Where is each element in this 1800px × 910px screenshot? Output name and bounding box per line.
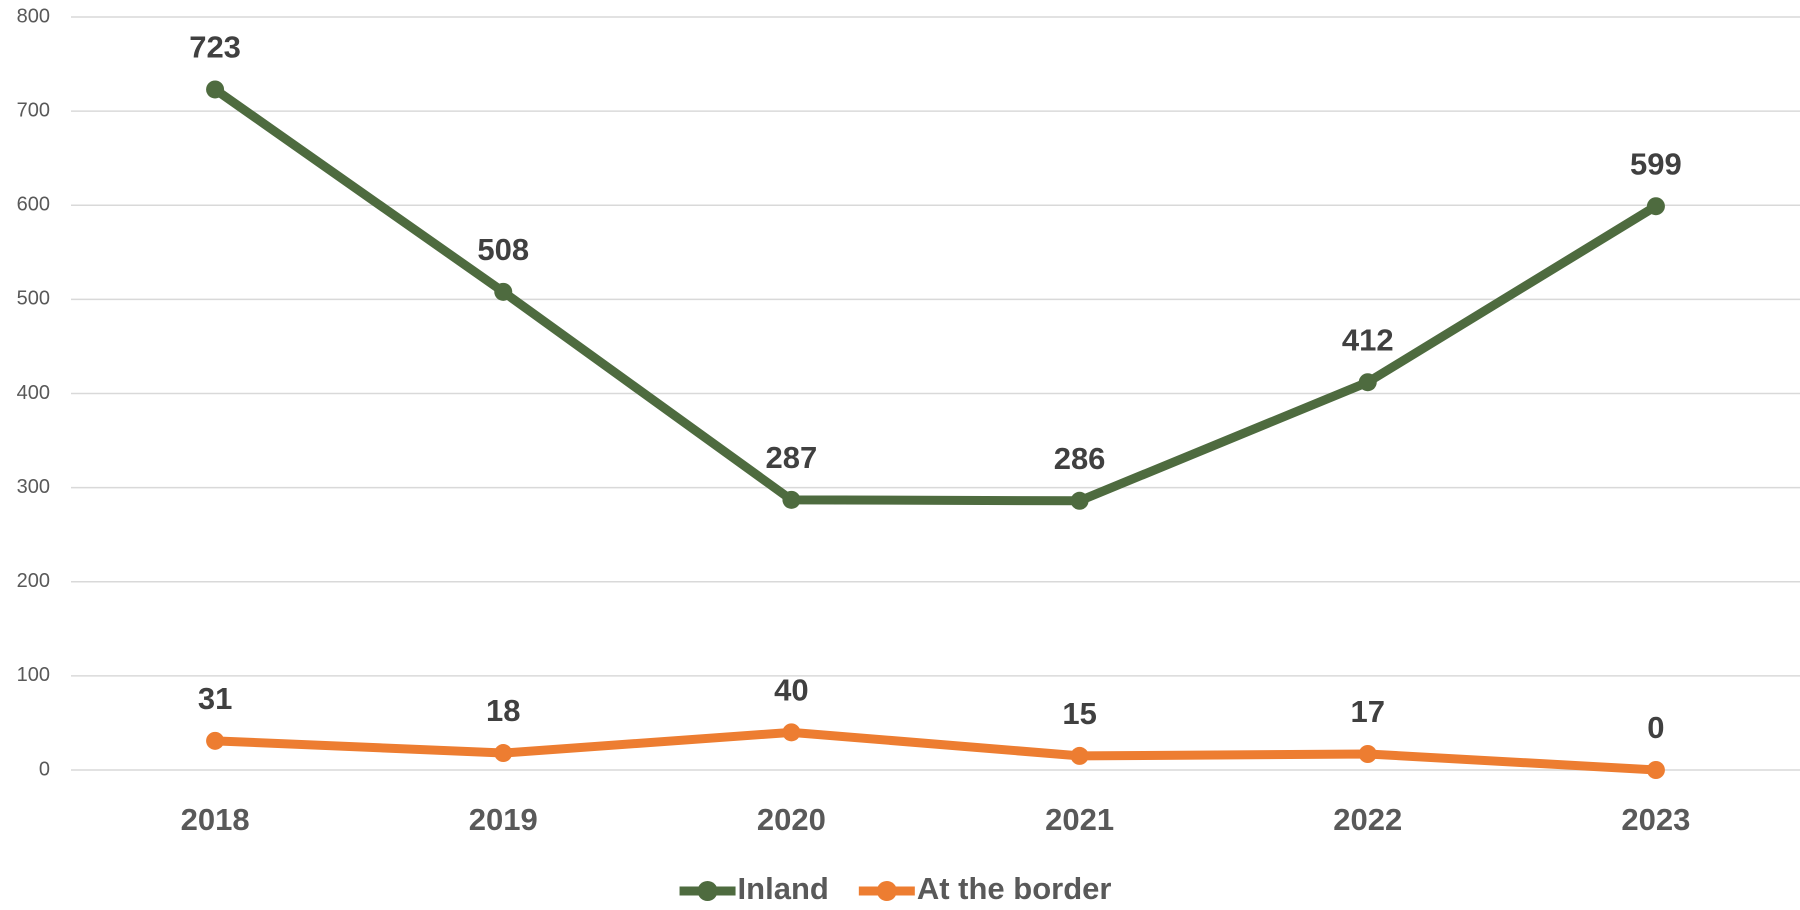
data-label: 40 — [774, 673, 808, 708]
data-point — [1358, 744, 1377, 763]
data-point — [1070, 491, 1089, 510]
y-tick-label: 0 — [39, 758, 50, 780]
x-tick-label: 2019 — [469, 802, 538, 837]
data-label: 286 — [1054, 441, 1106, 476]
x-tick-label: 2020 — [757, 802, 826, 837]
legend-marker — [697, 881, 718, 901]
data-label: 723 — [189, 30, 241, 65]
y-tick-label: 600 — [17, 194, 50, 216]
data-label: 31 — [198, 681, 232, 716]
legend-item: At the border — [858, 871, 1112, 906]
legend-label: At the border — [917, 871, 1112, 906]
legend-item: Inland — [679, 871, 829, 906]
legend-marker — [876, 881, 897, 901]
x-tick-label: 2021 — [1045, 802, 1114, 837]
data-label: 17 — [1351, 694, 1385, 729]
y-tick-label: 500 — [17, 288, 50, 310]
data-point — [1646, 197, 1665, 216]
data-point — [1070, 746, 1089, 765]
y-tick-label: 100 — [17, 664, 50, 686]
data-point — [782, 723, 801, 742]
data-label: 15 — [1062, 696, 1096, 731]
data-label: 508 — [477, 232, 529, 267]
x-tick-label: 2022 — [1333, 802, 1402, 837]
y-tick-label: 300 — [17, 476, 50, 498]
series-line — [214, 727, 1657, 775]
data-point — [206, 80, 225, 99]
series-line — [212, 85, 1659, 506]
legend-label: Inland — [738, 871, 829, 906]
y-tick-label: 800 — [17, 5, 50, 27]
data-label: 18 — [486, 693, 520, 728]
data-label: 599 — [1630, 146, 1682, 181]
data-label: 287 — [766, 440, 818, 475]
data-point — [1646, 761, 1665, 779]
x-tick-label: 2023 — [1621, 802, 1690, 837]
y-tick-label: 400 — [17, 382, 50, 404]
x-tick-label: 2018 — [181, 802, 250, 837]
data-point — [494, 744, 513, 763]
data-point — [206, 731, 225, 750]
data-point — [494, 282, 513, 301]
y-tick-label: 700 — [17, 99, 50, 121]
data-point — [782, 490, 801, 509]
y-tick-label: 200 — [17, 570, 50, 592]
data-label: 0 — [1647, 710, 1664, 745]
data-point — [1358, 373, 1377, 392]
data-label: 412 — [1342, 322, 1394, 357]
